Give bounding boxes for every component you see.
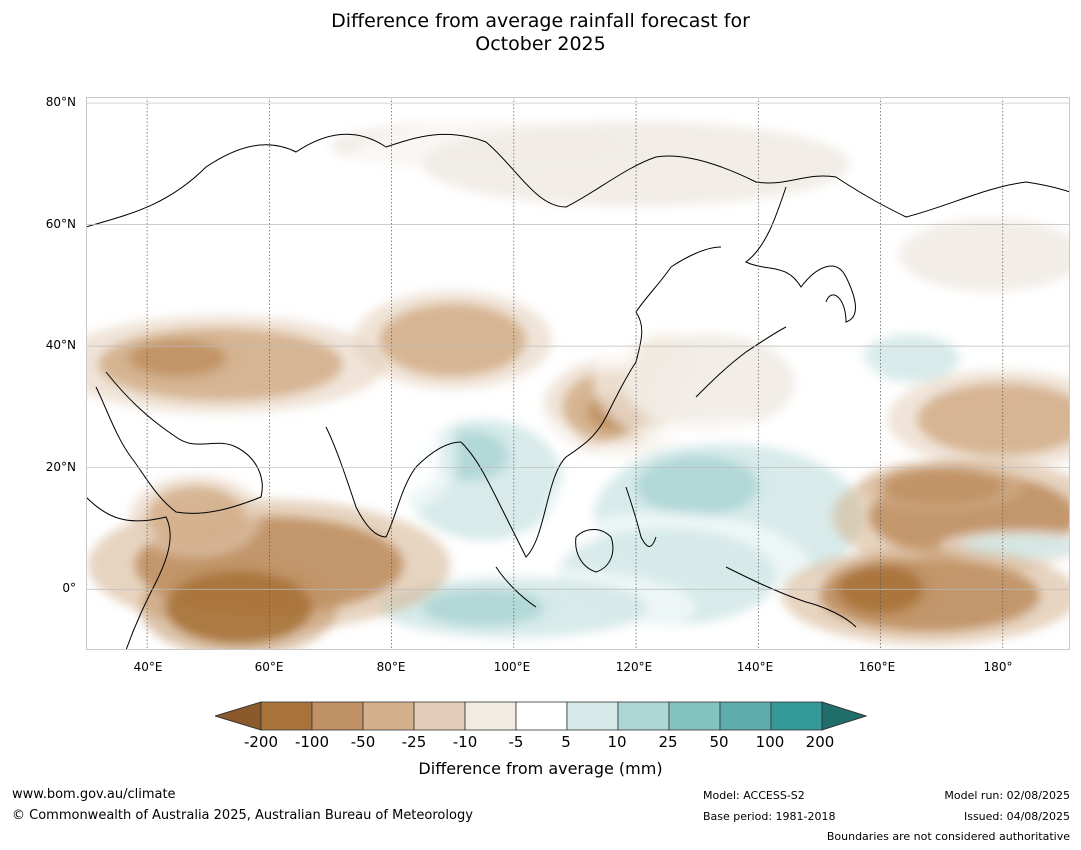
lat-label-80n: 80°N bbox=[45, 95, 76, 109]
anomaly-region-central-pacific-dry-core bbox=[880, 467, 1003, 505]
colorbar-tick: 5 bbox=[561, 733, 571, 751]
issued-text: Issued: 04/08/2025 bbox=[963, 810, 1070, 823]
coastline-okhotsk bbox=[745, 186, 856, 323]
model-run-text: Model run: 02/08/2025 bbox=[944, 789, 1070, 802]
base-period-text: Base period: 1981-2018 bbox=[703, 810, 836, 823]
title-line-2: October 2025 bbox=[475, 33, 606, 55]
lon-label-160e: 160°E bbox=[858, 660, 896, 674]
colorbar-tick: -50 bbox=[350, 733, 376, 751]
anomaly-region-indian-ocean-wet-core bbox=[422, 589, 545, 626]
coastline-new-guinea bbox=[725, 566, 857, 628]
rainfall-anomaly-map bbox=[86, 97, 1070, 650]
colorbar-tick: 100 bbox=[755, 733, 785, 751]
colorbar-label: Difference from average (mm) bbox=[418, 759, 663, 778]
lon-label-180: 180° bbox=[983, 660, 1013, 674]
colorbar bbox=[215, 701, 867, 731]
graticule bbox=[86, 97, 1070, 650]
colorbar-segment bbox=[413, 701, 466, 731]
lon-label-100e: 100°E bbox=[493, 660, 531, 674]
anomaly-fields bbox=[86, 106, 1070, 650]
coastlines bbox=[86, 133, 1070, 650]
colorbar-tick: 200 bbox=[805, 733, 835, 751]
coastline-japan bbox=[695, 326, 787, 398]
anomaly-region-north-pacific-dry bbox=[917, 382, 1070, 456]
colorbar-segment bbox=[719, 701, 772, 731]
lon-label-140e: 140°E bbox=[736, 660, 774, 674]
colorbar-segment bbox=[464, 701, 517, 731]
coastline-north-eurasia bbox=[86, 133, 1070, 228]
colorbar-tick: -25 bbox=[401, 733, 427, 751]
anomaly-region-east-africa-dry bbox=[165, 571, 313, 644]
lat-label-40n: 40°N bbox=[45, 338, 76, 352]
coastline-india bbox=[325, 426, 462, 538]
copyright-text: © Commonwealth of Australia 2025, Austra… bbox=[12, 808, 473, 823]
colorbar-segment bbox=[260, 701, 313, 731]
disclaimer-text: Boundaries are not considered authoritat… bbox=[826, 830, 1070, 843]
coastline-borneo bbox=[575, 529, 614, 573]
anomaly-region-middle-east-dry-core bbox=[128, 340, 227, 377]
lon-label-60e: 60°E bbox=[254, 660, 284, 674]
anomaly-region-central-asia-dry bbox=[379, 303, 527, 377]
colorbar-tick: -100 bbox=[294, 733, 330, 751]
colorbar-segment bbox=[362, 701, 415, 731]
anomaly-region-north-pacific-edge bbox=[898, 218, 1070, 292]
website-link[interactable]: www.bom.gov.au/climate bbox=[12, 787, 176, 802]
colorbar-tick: -10 bbox=[452, 733, 478, 751]
coastline-philippines bbox=[625, 486, 657, 547]
lon-label-40e: 40°E bbox=[133, 660, 163, 674]
colorbar-extend-low bbox=[215, 701, 262, 731]
coastline-indochina bbox=[460, 361, 637, 558]
map-title: Difference from average rainfall forecas… bbox=[0, 10, 1081, 56]
anomaly-region-india-wet bbox=[342, 413, 441, 499]
coastline-africa bbox=[86, 496, 171, 650]
anomaly-region-west-pacific-wet-core bbox=[636, 455, 759, 517]
anomaly-region-east-asia-coast-wet bbox=[623, 334, 795, 432]
title-line-1: Difference from average rainfall forecas… bbox=[331, 10, 750, 32]
lon-label-120e: 120°E bbox=[615, 660, 653, 674]
colorbar-segment bbox=[515, 701, 568, 731]
colorbar-tick: -5 bbox=[508, 733, 524, 751]
lat-label-0: 0° bbox=[62, 581, 76, 595]
colorbar-segment bbox=[566, 701, 619, 731]
colorbar-segment bbox=[617, 701, 670, 731]
colorbar-tick: -200 bbox=[243, 733, 279, 751]
anomaly-region-scandinavia-wet bbox=[86, 176, 355, 225]
colorbar-tick: 50 bbox=[709, 733, 729, 751]
anomaly-region-horn-africa-dry bbox=[147, 485, 245, 547]
colorbar-segment bbox=[770, 701, 823, 731]
colorbar-extend-high bbox=[821, 701, 867, 731]
lat-label-20n: 20°N bbox=[45, 460, 76, 474]
colorbar-segment bbox=[668, 701, 721, 731]
coastline-china bbox=[635, 246, 722, 363]
map-frame bbox=[86, 97, 1070, 650]
lon-label-80e: 80°E bbox=[376, 660, 406, 674]
coastline-arabia bbox=[95, 371, 263, 514]
colorbar-tick: 25 bbox=[658, 733, 678, 751]
model-text: Model: ACCESS-S2 bbox=[703, 789, 805, 802]
colorbar-segment bbox=[311, 701, 364, 731]
lat-label-60n: 60°N bbox=[45, 217, 76, 231]
coastline-sumatra bbox=[495, 566, 537, 608]
colorbar-tick: 10 bbox=[607, 733, 627, 751]
